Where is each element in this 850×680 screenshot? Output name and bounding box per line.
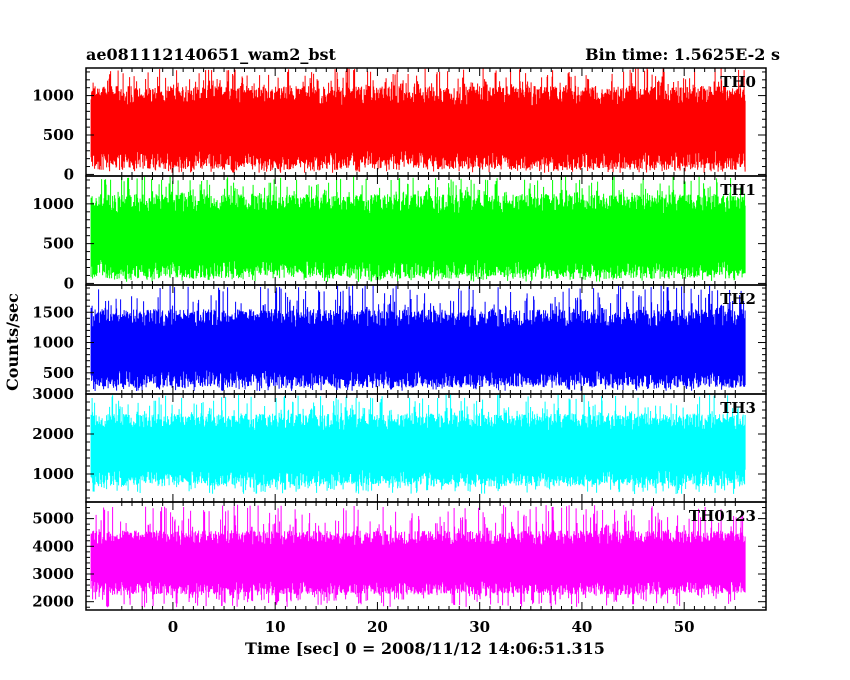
bin-time-label: Bin time: 1.5625E-2 s <box>585 45 780 64</box>
y-tick-label: 1000 <box>32 195 74 213</box>
panel-th2: 500 1000 1500 TH2 <box>32 284 767 395</box>
y-tick-label: 1000 <box>32 87 74 105</box>
y-tick-label: 1500 <box>32 303 74 321</box>
panel-label: TH2 <box>720 290 756 308</box>
panel-th1: 0 500 1000 TH1 <box>32 175 767 292</box>
y-tick-label: 2000 <box>32 593 74 611</box>
y-tick-label: 500 <box>43 126 74 144</box>
y-axis-label: Counts/sec <box>3 293 22 391</box>
series-th0123 <box>90 504 746 608</box>
y-tick-label: 1000 <box>32 465 74 483</box>
y-tick-label: 3000 <box>32 565 74 583</box>
panel-th0: 0 500 1000 TH0 <box>32 67 767 183</box>
panel-th3: 1000 2000 3000 TH3 <box>32 385 767 503</box>
series-th2 <box>90 285 746 391</box>
y-tick-label: 500 <box>43 364 74 382</box>
y-tick-label: 500 <box>43 235 74 253</box>
y-tick-label: 5000 <box>32 510 74 528</box>
panel-label: TH1 <box>720 181 756 199</box>
chart-title: ae081112140651_wam2_bst <box>86 45 337 64</box>
x-tick-label: 40 <box>572 618 593 636</box>
series-th3 <box>90 394 746 494</box>
y-tick-label: 4000 <box>32 537 74 555</box>
y-tick-label: 0 <box>64 165 74 183</box>
x-axis-label: Time [sec] 0 = 2008/11/12 14:06:51.315 <box>245 639 605 658</box>
series-th0 <box>90 68 746 173</box>
x-tick-label: 0 <box>168 618 178 636</box>
panel-label: TH3 <box>720 399 756 417</box>
x-tick-labels: 0 10 20 30 40 50 <box>168 618 695 636</box>
panel-label: TH0123 <box>689 507 756 525</box>
panel-label: TH0 <box>720 73 756 91</box>
panel-frame <box>85 501 767 611</box>
y-tick-label: 2000 <box>32 425 74 443</box>
panel-stack: 0 500 1000 TH0 0 500 1000 TH1 500 1000 1500 TH2 1000… <box>32 67 767 611</box>
y-tick-label: 0 <box>64 274 74 292</box>
y-tick-label: 1000 <box>32 334 74 352</box>
panel-th0123: 2000 3000 4000 5000 TH0123 <box>32 501 767 611</box>
x-tick-label: 10 <box>265 618 286 636</box>
x-tick-label: 30 <box>469 618 490 636</box>
x-tick-label: 50 <box>674 618 695 636</box>
series-th1 <box>90 176 746 282</box>
y-tick-label: 3000 <box>32 385 74 403</box>
x-tick-label: 20 <box>367 618 388 636</box>
